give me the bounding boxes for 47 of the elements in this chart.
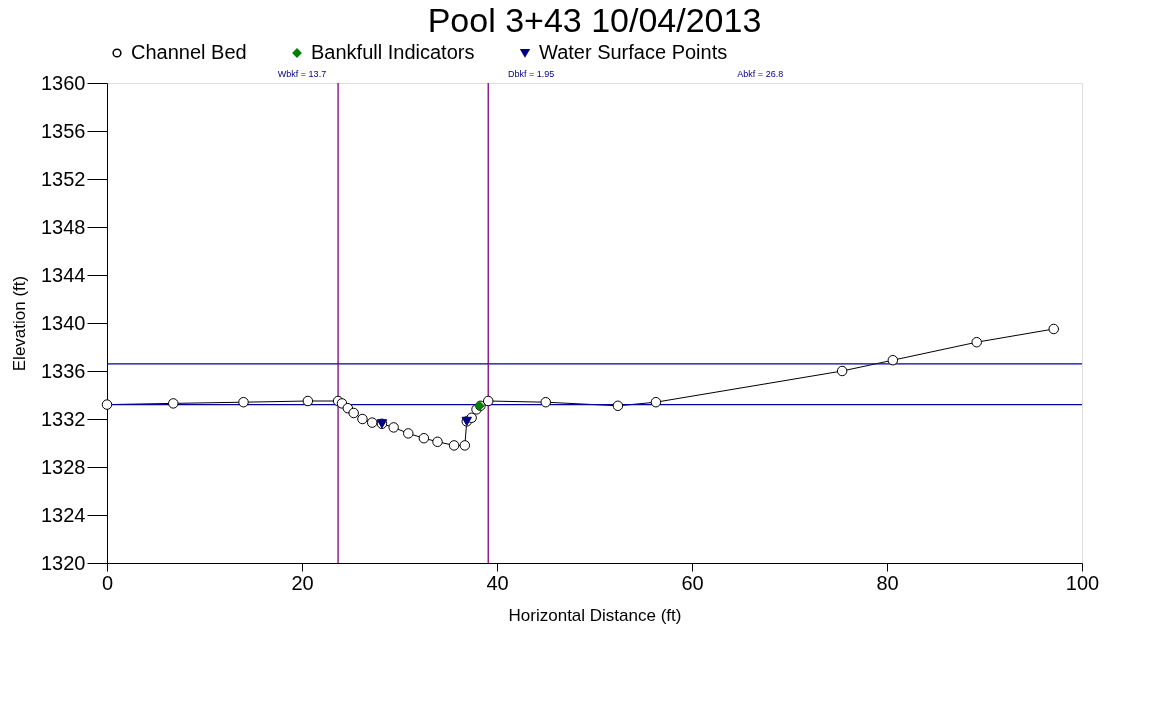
point xyxy=(432,436,443,448)
point xyxy=(650,396,662,408)
y-tick-label: 1352 xyxy=(41,167,86,190)
point xyxy=(459,440,471,451)
point xyxy=(887,354,899,366)
x-tick-label: 0 xyxy=(101,571,114,594)
x-axis-title: Horizontal Distance (ft) xyxy=(508,605,682,625)
y-tick-label: 1324 xyxy=(41,503,86,526)
chart-title: Pool 3+43 10/04/2013 xyxy=(427,1,762,39)
point xyxy=(168,398,179,409)
point xyxy=(836,365,848,377)
point xyxy=(448,440,460,451)
point xyxy=(101,399,113,410)
point xyxy=(540,396,551,408)
y-tick-label: 1332 xyxy=(41,407,86,430)
point xyxy=(612,400,624,412)
y-tick-label: 1336 xyxy=(41,359,86,382)
point xyxy=(388,422,399,433)
point xyxy=(418,432,430,444)
legend-label: Channel Bed xyxy=(131,41,247,63)
y-tick-label: 1320 xyxy=(41,551,86,574)
x-tick-label: 60 xyxy=(681,571,704,594)
x-tick-label: 80 xyxy=(876,571,899,594)
y-tick-label: 1344 xyxy=(41,263,86,286)
x-tick-label: 100 xyxy=(1065,571,1100,594)
legend-label: Bankfull Indicators xyxy=(311,41,475,63)
legend-label: Water Surface Points xyxy=(539,41,728,63)
point xyxy=(366,417,378,428)
point xyxy=(238,396,249,408)
point xyxy=(302,395,314,407)
y-tick-label: 1328 xyxy=(41,455,86,478)
point xyxy=(1048,323,1059,335)
y-tick-label: 1356 xyxy=(41,119,86,142)
x-tick-label: 40 xyxy=(486,571,509,594)
point xyxy=(403,428,414,439)
text: Dbkf = 1.95 xyxy=(507,69,555,79)
y-tick-label: 1348 xyxy=(41,215,86,238)
text: Abkf = 26.8 xyxy=(737,69,784,79)
point xyxy=(357,413,368,425)
text: Wbkf = 13.7 xyxy=(277,69,327,79)
y-tick-label: 1340 xyxy=(41,311,86,334)
point xyxy=(482,395,494,407)
point xyxy=(971,336,982,348)
point xyxy=(348,407,359,419)
y-tick-label: 1360 xyxy=(41,71,86,94)
y-axis-title: Elevation (ft) xyxy=(10,275,30,372)
x-tick-label: 20 xyxy=(291,571,314,594)
